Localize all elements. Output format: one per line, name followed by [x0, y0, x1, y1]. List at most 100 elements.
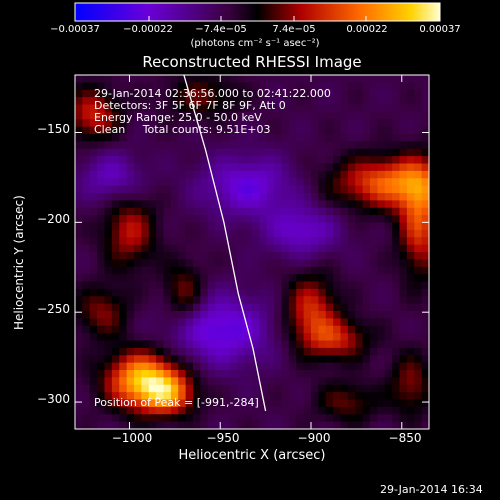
heatmap-cell — [274, 296, 283, 305]
heatmap-cell — [215, 237, 224, 246]
heatmap-cell — [414, 104, 423, 113]
heatmap-cell — [229, 89, 238, 98]
heatmap-cell — [75, 104, 83, 113]
heatmap-cell — [126, 303, 135, 312]
heatmap-cell — [362, 134, 371, 142]
heatmap-cell — [229, 252, 238, 260]
heatmap-cell — [207, 266, 216, 275]
heatmap-cell — [215, 421, 224, 429]
heatmap-cell — [311, 288, 319, 297]
heatmap-cell — [119, 362, 128, 371]
heatmap-cell — [134, 399, 142, 408]
heatmap-cell — [377, 141, 386, 150]
heatmap-cell — [274, 274, 283, 283]
heatmap-cell — [311, 215, 319, 224]
heatmap-cell — [252, 75, 260, 83]
heatmap-cell — [421, 178, 429, 187]
heatmap-cell — [229, 318, 238, 327]
heatmap-cell — [126, 111, 135, 120]
heatmap-cell — [296, 384, 305, 393]
heatmap-cell — [97, 347, 106, 356]
heatmap-cell — [163, 333, 172, 342]
heatmap-cell — [75, 259, 83, 268]
heatmap-cell — [325, 148, 334, 157]
heatmap-cell — [97, 104, 106, 113]
heatmap-cell — [384, 362, 393, 371]
heatmap-cell — [370, 340, 378, 349]
heatmap-cell — [303, 193, 312, 201]
heatmap-cell — [222, 163, 231, 172]
heatmap-cell — [89, 362, 98, 371]
heatmap-cell — [134, 200, 142, 209]
heatmap-cell — [259, 229, 268, 238]
heatmap-cell — [104, 414, 113, 423]
heatmap-cell — [414, 215, 423, 224]
heatmap-cell — [170, 229, 179, 238]
heatmap-cell — [119, 377, 128, 386]
heatmap-cell — [347, 311, 356, 319]
heatmap-cell — [244, 421, 253, 429]
heatmap-cell — [296, 288, 305, 297]
heatmap-cell — [126, 347, 135, 356]
heatmap-cell — [193, 185, 201, 194]
heatmap-cell — [111, 406, 120, 415]
heatmap-cell — [303, 141, 312, 150]
heatmap-cell — [318, 237, 327, 246]
heatmap-cell — [370, 274, 378, 283]
heatmap-cell — [237, 215, 246, 224]
heatmap-cell — [281, 193, 290, 201]
heatmap-cell — [170, 325, 179, 334]
heatmap-cell — [104, 111, 113, 120]
heatmap-cell — [119, 193, 128, 201]
heatmap-cell — [156, 89, 165, 98]
colorbar-tick-label: −7.4e−05 — [195, 24, 247, 35]
heatmap-cell — [222, 222, 231, 231]
heatmap-cell — [296, 355, 305, 364]
heatmap-cell — [207, 237, 216, 246]
heatmap-cell — [362, 355, 371, 364]
heatmap-cell — [111, 104, 120, 113]
heatmap-cell — [333, 370, 342, 378]
heatmap-cell — [340, 237, 349, 246]
heatmap-cell — [207, 89, 216, 98]
heatmap-cell — [384, 200, 393, 209]
heatmap-cell — [178, 252, 187, 260]
heatmap-cell — [134, 229, 142, 238]
heatmap-cell — [193, 333, 201, 342]
heatmap-cell — [384, 97, 393, 106]
heatmap-cell — [148, 163, 157, 172]
heatmap-cell — [333, 82, 342, 91]
heatmap-cell — [97, 303, 106, 312]
heatmap-cell — [82, 288, 91, 297]
heatmap-cell — [82, 252, 91, 260]
heatmap-cell — [104, 406, 113, 415]
heatmap-cell — [281, 89, 290, 98]
heatmap-cell — [252, 134, 260, 142]
heatmap-cell — [126, 75, 135, 83]
heatmap-cell — [185, 399, 194, 408]
heatmap-cell — [355, 392, 364, 401]
heatmap-cell — [377, 185, 386, 194]
heatmap-cell — [362, 156, 371, 165]
heatmap-cell — [414, 303, 423, 312]
heatmap-cell — [274, 406, 283, 415]
heatmap-cell — [414, 178, 423, 187]
heatmap-cell — [318, 148, 327, 157]
heatmap-cell — [318, 82, 327, 91]
heatmap-cell — [82, 244, 91, 253]
heatmap-cell — [229, 414, 238, 423]
heatmap-cell — [406, 82, 415, 91]
heatmap-cell — [111, 163, 120, 172]
heatmap-cell — [421, 399, 429, 408]
heatmap-cell — [111, 266, 120, 275]
heatmap-cell — [355, 399, 364, 408]
heatmap-cell — [340, 252, 349, 260]
heatmap-cell — [347, 325, 356, 334]
heatmap-cell — [163, 288, 172, 297]
heatmap-cell — [266, 170, 275, 179]
heatmap-cell — [274, 119, 283, 128]
heatmap-cell — [311, 237, 319, 246]
heatmap-cell — [215, 399, 224, 408]
heatmap-cell — [274, 148, 283, 157]
heatmap-cell — [134, 207, 142, 216]
